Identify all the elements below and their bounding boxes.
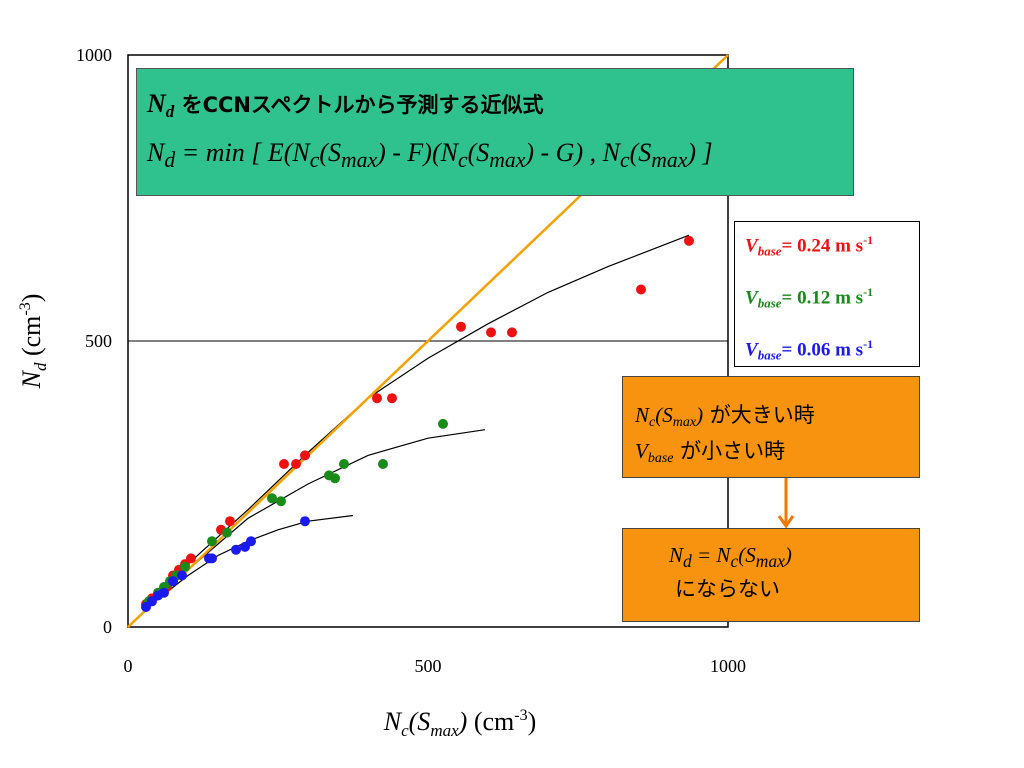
y-axis-label: Nd (cm-3) [17, 294, 50, 390]
point-v012-7 [207, 536, 217, 547]
formula-title: Nd をCCNスペクトルから予測する近似式 [147, 89, 544, 121]
model-curve-1 [145, 234, 690, 610]
point-v012-9 [267, 493, 277, 504]
point-v006-5 [168, 576, 178, 587]
point-v024-11 [279, 459, 289, 469]
x-tick-0: 0 [124, 656, 133, 676]
point-v024-8 [186, 553, 196, 564]
point-v024-20 [684, 235, 694, 246]
result-text: にならない [675, 577, 780, 602]
point-v012-8 [222, 527, 232, 538]
point-v012-6 [180, 561, 190, 572]
legend-item-024: Vbase= 0.24 m s-1 [745, 233, 874, 259]
point-v024-14 [372, 393, 382, 404]
point-v012-14 [378, 459, 388, 469]
point-v024-18 [507, 327, 517, 338]
point-v024-13 [300, 450, 310, 461]
result-equation: Nd = Nc(Smax) [669, 543, 792, 572]
y-tick-0: 0 [103, 617, 112, 637]
x-tick-500: 500 [415, 656, 442, 676]
y-tick-500: 500 [85, 331, 112, 351]
point-v006-12 [300, 516, 310, 527]
result-note-box: Nd = Nc(Smax) にならない [622, 528, 920, 622]
formula-box: Nd をCCNスペクトルから予測する近似式 Nd = min [ E(Nc(Sm… [136, 68, 854, 196]
x-tick-1000: 1000 [710, 656, 746, 676]
legend-item-012: Vbase= 0.12 m s-1 [745, 285, 874, 311]
point-v024-12 [291, 459, 301, 469]
point-v024-15 [387, 393, 397, 404]
point-v006-4 [159, 587, 169, 598]
point-v006-11 [246, 536, 256, 547]
point-v024-10 [225, 516, 235, 527]
point-v024-17 [486, 327, 496, 338]
x-axis-label: Nc(Smax) (cm-3) [383, 707, 536, 740]
point-v006-6 [177, 570, 187, 581]
formula-equation: Nd = min [ E(Nc(Smax) - F)(Nc(Smax) - G)… [147, 138, 713, 173]
note-line-1: Nc(Smax) が大きい時 [635, 403, 815, 430]
point-v012-15 [438, 418, 448, 429]
legend: Vbase= 0.24 m s-1 Vbase= 0.12 m s-1 Vbas… [734, 221, 920, 367]
condition-note-box: Nc(Smax) が大きい時 Vbase が小さい時 [622, 376, 920, 478]
point-v006-8 [207, 553, 217, 564]
legend-item-006: Vbase= 0.06 m s-1 [745, 337, 874, 363]
note-line-2: Vbase が小さい時 [635, 439, 786, 466]
down-arrow-icon [777, 478, 795, 529]
point-v012-13 [339, 459, 349, 469]
point-v012-12 [330, 473, 340, 484]
point-v024-16 [456, 321, 466, 332]
point-v012-10 [276, 496, 286, 507]
point-v024-19 [636, 284, 646, 295]
point-v006-9 [231, 544, 241, 555]
y-tick-1000: 1000 [76, 45, 112, 65]
